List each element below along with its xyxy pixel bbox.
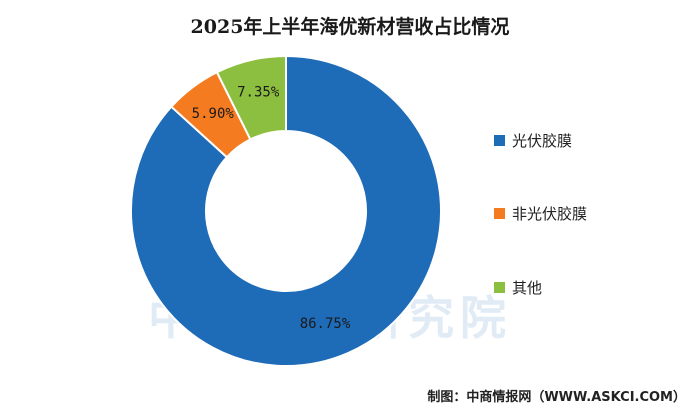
donut-slice-1	[130, 54, 442, 367]
legend-swatch	[494, 134, 505, 146]
chart-title: 2025年上半年海优新材营收占比情况	[190, 16, 510, 38]
donut-slice-3	[215, 54, 287, 141]
legend-swatch	[494, 207, 505, 219]
legend-label: 非光伏胶膜	[512, 204, 588, 223]
source-credit: 制图：中商情报网（WWW.ASKCI.COM）	[427, 390, 686, 405]
legend-item-2: 非光伏胶膜	[494, 203, 587, 223]
legend-swatch	[494, 281, 505, 293]
legend-label: 光伏胶膜	[512, 131, 573, 150]
data-label-3: 7.35%	[237, 85, 280, 101]
data-label-1: 86.75%	[300, 316, 351, 332]
data-label-2: 5.90%	[192, 106, 235, 122]
legend-label: 其他	[512, 278, 543, 297]
legend-item-3: 其他	[494, 277, 542, 297]
legend-item-1: 光伏胶膜	[494, 130, 572, 150]
